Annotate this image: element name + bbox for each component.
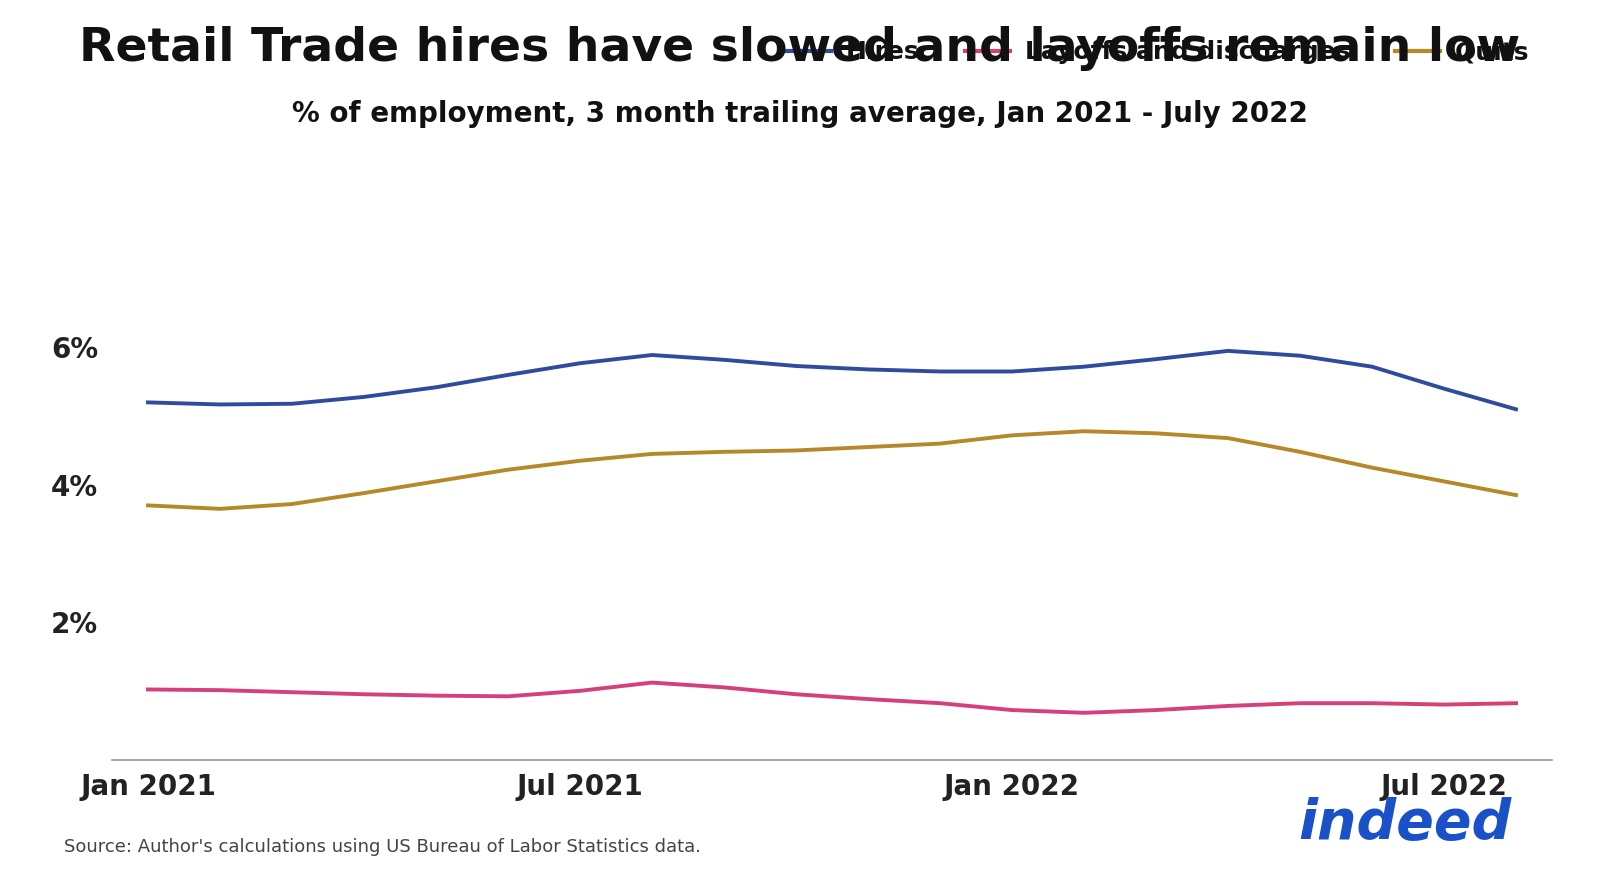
Text: Retail Trade hires have slowed and layoffs remain low: Retail Trade hires have slowed and layof… <box>80 26 1520 72</box>
Text: indeed: indeed <box>1299 797 1512 851</box>
Text: Source: Author's calculations using US Bureau of Labor Statistics data.: Source: Author's calculations using US B… <box>64 837 701 856</box>
Text: % of employment, 3 month trailing average, Jan 2021 - July 2022: % of employment, 3 month trailing averag… <box>293 100 1307 128</box>
Legend: Hires, Layoffs and discharges, Quits: Hires, Layoffs and discharges, Quits <box>776 31 1539 74</box>
